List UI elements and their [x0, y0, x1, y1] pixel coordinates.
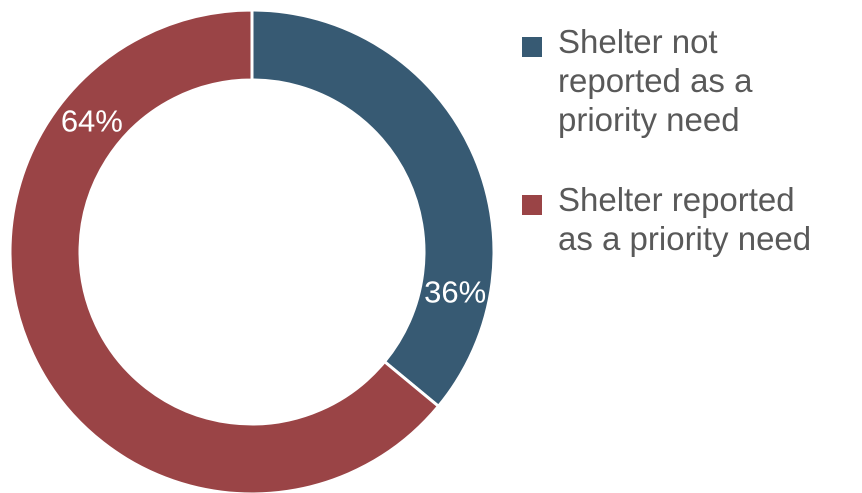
legend-item-not-priority[interactable]: Shelter not reported as a priority need [522, 22, 857, 139]
slice-data-label-1: 64% [61, 103, 123, 138]
legend-label-line: as a priority need [558, 219, 857, 258]
legend-label-line: Shelter not [558, 22, 857, 61]
legend-label-line: reported as a [558, 61, 857, 100]
legend-swatch-not-priority [522, 37, 542, 57]
legend-item-priority[interactable]: Shelter reported as a priority need [522, 180, 857, 258]
donut-plot-area: 36% 64% [0, 0, 520, 493]
donut-slice-0[interactable] [252, 10, 494, 406]
slices-group [10, 10, 494, 493]
slice-data-label-0: 36% [424, 274, 486, 309]
legend-swatch-priority [522, 195, 542, 215]
legend-label-line: Shelter reported [558, 180, 857, 219]
legend: Shelter not reported as a priority need … [522, 22, 857, 258]
legend-label-line: priority need [558, 100, 857, 139]
